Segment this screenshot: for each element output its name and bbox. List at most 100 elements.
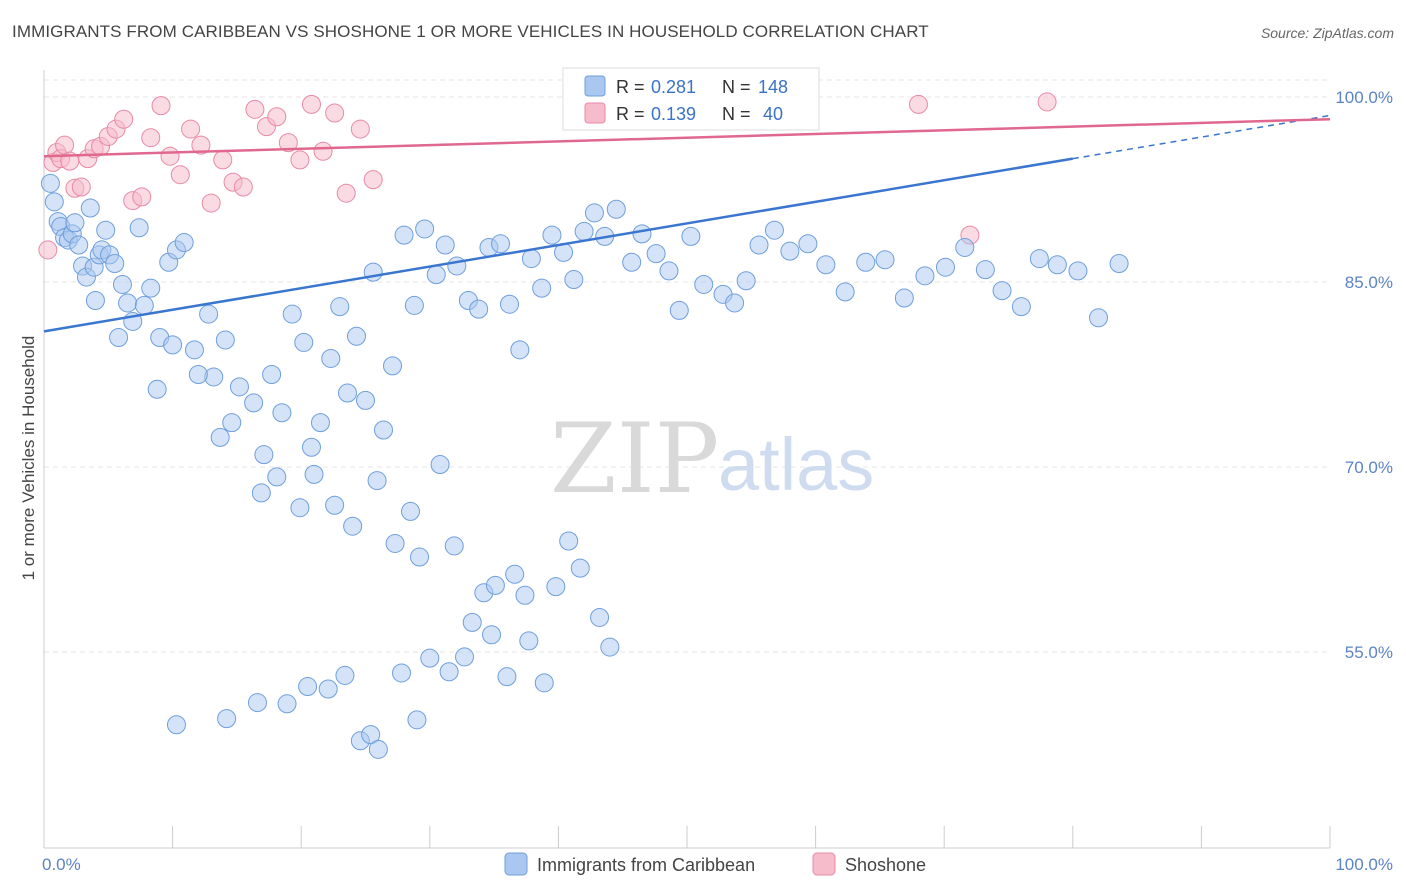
caribbean-point-123 <box>992 281 1012 301</box>
bottom-legend-swatch-caribbean <box>504 852 528 876</box>
caribbean-point-69 <box>606 199 626 219</box>
caribbean-point-129 <box>1109 254 1129 273</box>
caribbean-point-54 <box>447 256 467 276</box>
legend-r-label-2: R = <box>616 104 645 124</box>
caribbean-point-7 <box>65 213 85 233</box>
bottom-legend-swatch-shoshone <box>812 852 836 876</box>
shoshone-trend-line <box>43 117 1331 158</box>
caribbean-point-63 <box>542 225 562 245</box>
caribbean-point-112 <box>780 241 800 261</box>
caribbean-point-126 <box>1047 255 1067 275</box>
caribbean-point-49 <box>394 225 414 245</box>
caribbean-point-33 <box>244 393 264 413</box>
caribbean-point-51 <box>415 219 435 239</box>
caribbean-point-119 <box>915 266 935 286</box>
caribbean-point-88 <box>444 536 464 556</box>
caribbean-point-22 <box>141 278 161 298</box>
caribbean-point-127 <box>1068 261 1088 281</box>
series-legend: Immigrants from Caribbean Shoshone <box>504 852 926 876</box>
caribbean-point-78 <box>267 467 287 487</box>
caribbean-point-59 <box>500 294 520 314</box>
caribbean-point-116 <box>856 252 876 272</box>
chart-title: IMMIGRANTS FROM CARIBBEAN VS SHOSHONE 1 … <box>12 22 929 41</box>
caribbean-point-61 <box>521 249 541 269</box>
caribbean-point-42 <box>330 297 350 317</box>
caribbean-point-146 <box>497 667 517 687</box>
caribbean-point-41 <box>321 348 341 368</box>
shoshone-point-13 <box>114 109 134 129</box>
caribbean-point-85 <box>401 501 421 521</box>
caribbean-point-110 <box>749 235 769 255</box>
caribbean-point-117 <box>875 250 895 270</box>
caribbean-point-47 <box>374 420 394 440</box>
caribbean-point-71 <box>109 328 129 347</box>
caribbean-point-15 <box>96 220 116 240</box>
caribbean-point-138 <box>361 725 381 745</box>
caribbean-point-58 <box>491 234 511 254</box>
caribbean-point-52 <box>426 265 446 285</box>
legend-n-label-2: N = <box>722 104 751 124</box>
caribbean-point-114 <box>816 255 836 275</box>
caribbean-point-125 <box>1029 249 1049 269</box>
shoshone-point-7 <box>71 177 91 197</box>
caribbean-point-120 <box>935 257 955 277</box>
caribbean-point-35 <box>262 365 282 384</box>
caribbean-point-144 <box>455 647 475 667</box>
caribbean-point-70 <box>85 291 105 310</box>
shoshone-point-19 <box>170 165 190 185</box>
caribbean-point-38 <box>294 332 314 352</box>
caribbean-point-34 <box>254 445 274 465</box>
shoshone-point-29 <box>278 133 298 153</box>
shoshone-point-20 <box>181 119 201 139</box>
caribbean-point-104 <box>669 300 689 320</box>
y-tick-label-2: 85.0% <box>1345 273 1393 292</box>
shoshone-point-31 <box>301 94 321 114</box>
caribbean-point-130 <box>166 715 186 735</box>
caribbean-point-46 <box>363 262 383 282</box>
caribbean-point-95 <box>546 577 566 597</box>
caribbean-point-86 <box>410 547 430 567</box>
caribbean-point-8 <box>69 235 89 255</box>
caribbean-point-31 <box>222 413 242 433</box>
shoshone-point-4 <box>55 135 75 155</box>
caribbean-point-113 <box>798 234 818 254</box>
caribbean-point-62 <box>532 278 552 298</box>
shoshone-point-16 <box>141 128 161 148</box>
bottom-legend-label-caribbean: Immigrants from Caribbean <box>537 855 755 875</box>
caribbean-point-17 <box>105 254 125 273</box>
caribbean-point-105 <box>681 226 701 246</box>
caribbean-point-0 <box>40 173 60 193</box>
caribbean-point-39 <box>301 437 321 457</box>
legend-r-value-1: 0.281 <box>651 77 696 97</box>
caribbean-point-128 <box>1089 308 1109 328</box>
caribbean-point-145 <box>482 625 502 645</box>
caribbean-point-65 <box>564 270 584 290</box>
caribbean-point-84 <box>385 533 405 553</box>
caribbean-point-99 <box>600 637 620 657</box>
bottom-legend-label-shoshone: Shoshone <box>845 855 926 875</box>
caribbean-point-100 <box>622 252 642 272</box>
legend-r-value-2: 0.139 <box>651 104 696 124</box>
caribbean-point-103 <box>659 261 679 281</box>
caribbean-point-76 <box>210 427 230 447</box>
caribbean-point-28 <box>199 304 219 324</box>
watermark-atlas: atlas <box>718 423 874 506</box>
shoshone-point-17 <box>151 96 171 116</box>
x-tick-label-0: 0.0% <box>42 855 81 874</box>
shoshone-point-39 <box>1037 92 1057 112</box>
caribbean-point-81 <box>325 495 345 515</box>
caribbean-point-67 <box>584 203 604 223</box>
caribbean-point-141 <box>407 710 427 730</box>
legend-swatch-caribbean <box>584 75 606 97</box>
caribbean-point-102 <box>646 244 666 264</box>
caribbean-point-26 <box>174 233 194 253</box>
shoshone-point-35 <box>350 119 370 139</box>
caribbean-point-93 <box>515 585 535 605</box>
shoshone-point-36 <box>363 170 383 190</box>
caribbean-point-40 <box>310 413 330 433</box>
shoshone-point-34 <box>336 183 356 203</box>
source-label: Source: ZipAtlas.com <box>1260 25 1394 41</box>
caribbean-point-108 <box>725 293 745 313</box>
caribbean-point-134 <box>298 677 318 697</box>
